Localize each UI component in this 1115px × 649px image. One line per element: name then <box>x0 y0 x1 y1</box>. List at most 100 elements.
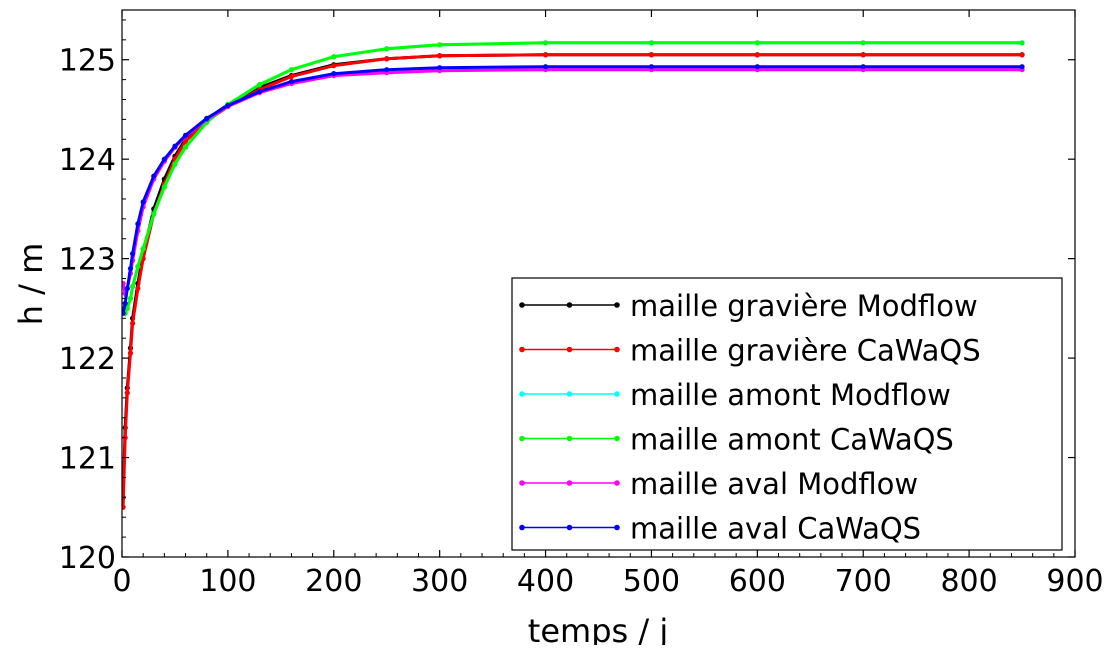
data-point <box>122 280 126 287</box>
legend-marker <box>566 391 573 397</box>
data-point <box>437 53 443 59</box>
y-tick-label: 124 <box>59 143 116 178</box>
series-line-5 <box>122 68 1023 299</box>
data-point <box>384 56 390 62</box>
plot-layer <box>122 40 1025 510</box>
data-point <box>140 199 146 205</box>
data-point <box>331 71 337 77</box>
data-point <box>648 40 655 46</box>
data-point <box>288 67 295 73</box>
data-point <box>1019 64 1025 70</box>
data-point <box>140 246 146 252</box>
series-line-6 <box>122 65 1023 314</box>
y-tick-label: 123 <box>59 243 116 278</box>
legend: maille gravière Modflow maille gravière C… <box>511 277 1063 551</box>
legend-box <box>511 277 1063 551</box>
data-point <box>182 138 189 144</box>
data-point <box>542 64 549 70</box>
data-point <box>288 74 295 80</box>
data-point <box>331 54 337 60</box>
data-point <box>204 115 210 122</box>
data-point <box>122 504 126 510</box>
data-point <box>129 320 136 326</box>
data-point <box>1019 52 1025 58</box>
legend-marker <box>519 435 525 442</box>
data-point <box>135 221 141 227</box>
data-point <box>161 184 167 190</box>
data-point <box>122 300 128 306</box>
legend-marker <box>519 346 525 353</box>
y-tick-label: 120 <box>59 541 116 576</box>
legend-marker <box>566 346 573 353</box>
data-point <box>135 263 141 270</box>
legend-marker <box>614 435 620 442</box>
legend-entry-label: maille amont CaWaQS <box>630 423 954 457</box>
data-point <box>129 251 136 257</box>
legend-marker <box>614 524 620 531</box>
data-point <box>161 156 167 162</box>
data-point <box>288 79 295 85</box>
data-point <box>437 65 443 71</box>
data-point <box>182 132 189 138</box>
data-point <box>135 285 141 292</box>
data-point <box>437 42 443 48</box>
data-point <box>124 305 130 311</box>
plot-frame <box>121 9 1076 558</box>
data-point <box>754 52 760 58</box>
data-point <box>129 283 136 290</box>
data-point <box>182 144 189 150</box>
x-tick-label: 800 <box>940 564 997 599</box>
data-point <box>151 173 157 179</box>
legend-marker <box>614 391 620 397</box>
data-point <box>331 63 337 69</box>
series-group <box>122 40 1025 510</box>
legend-marker <box>519 302 525 308</box>
data-point <box>754 40 760 46</box>
data-point <box>124 285 130 292</box>
x-tick-label: 100 <box>199 564 256 599</box>
legend-marker <box>614 346 620 353</box>
legend-entry-label: maille aval Modflow <box>630 467 918 501</box>
legend-entry-label: maille amont Modflow <box>630 378 951 412</box>
y-tick-label: 121 <box>59 442 116 477</box>
data-point <box>124 390 130 396</box>
x-tick-label: 600 <box>729 564 786 599</box>
data-point <box>122 310 126 316</box>
data-point <box>542 40 549 46</box>
data-point <box>860 52 866 58</box>
legend-marker <box>614 302 620 308</box>
data-point <box>257 81 263 88</box>
data-point <box>860 40 866 46</box>
y-tick-label: 122 <box>59 342 116 377</box>
x-tick-label: 400 <box>517 564 574 599</box>
data-point <box>225 102 231 109</box>
legend-marker <box>519 391 525 397</box>
data-point <box>257 88 263 95</box>
data-point <box>542 52 549 58</box>
legend-entry-label: maille gravière Modflow <box>630 289 978 323</box>
legend-marker <box>519 480 525 486</box>
legend-marker <box>566 524 573 531</box>
data-point <box>172 161 178 167</box>
x-tick-label: 500 <box>623 564 680 599</box>
legend-marker <box>566 480 573 486</box>
y-tick-label: 125 <box>59 44 116 79</box>
legend-entry-label: maille gravière CaWaQS <box>630 334 981 368</box>
data-point <box>648 52 655 58</box>
data-point <box>151 211 157 217</box>
axes-layer: 0 100 200 300 400 500 600 700 800 900 120 121 122 123… <box>59 9 1104 599</box>
data-point <box>127 295 134 302</box>
x-tick-label: 300 <box>411 564 468 599</box>
data-point <box>127 350 134 356</box>
legend-marker <box>566 435 573 442</box>
x-tick-label: 900 <box>1046 564 1103 599</box>
data-point <box>384 46 390 52</box>
data-point <box>384 67 390 73</box>
x-tick-label: 0 <box>112 564 131 599</box>
x-tick-label: 200 <box>305 564 362 599</box>
legend-marker <box>519 524 525 531</box>
x-axis-label: temps / j <box>528 612 668 645</box>
data-point <box>754 64 760 70</box>
